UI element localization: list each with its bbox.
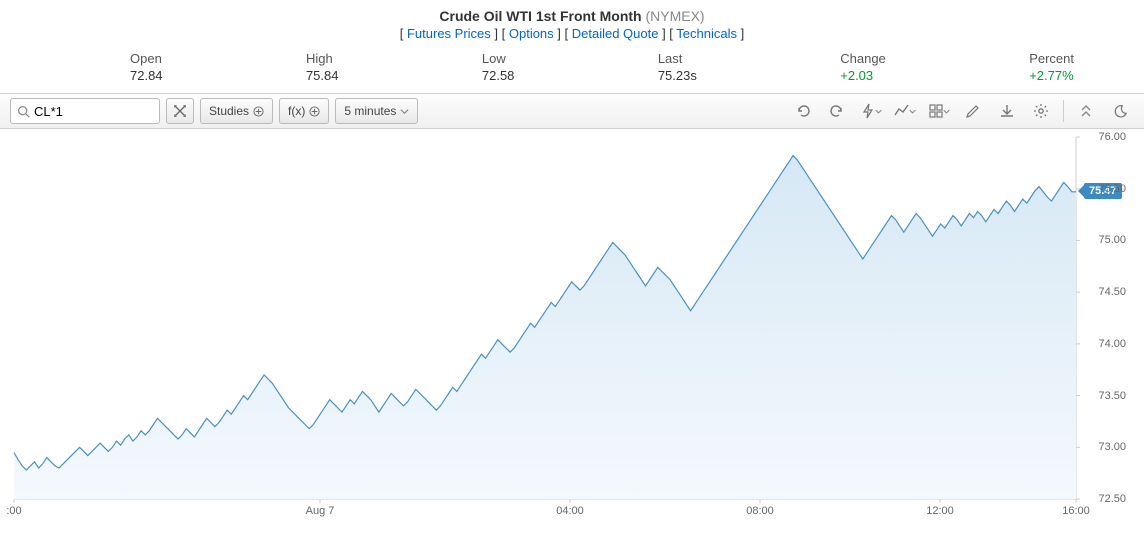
stat-value: 72.84 <box>130 68 163 83</box>
x-axis-label: 16:00 <box>1062 505 1090 517</box>
y-axis-label: 73.50 <box>1098 390 1126 402</box>
stat-value: +2.77% <box>1029 68 1073 83</box>
chevron-down-icon <box>875 108 882 115</box>
stat-low: Low 72.58 <box>482 51 515 83</box>
chevron-down-icon <box>909 108 916 115</box>
events-button[interactable] <box>857 97 885 125</box>
x-axis-label: 04:00 <box>556 505 584 517</box>
y-axis-label: 74.50 <box>1098 286 1126 298</box>
draw-button[interactable] <box>959 97 987 125</box>
stat-label: High <box>306 51 333 66</box>
chart-container[interactable]: 75.47 76.0075.5075.0074.5074.0073.5073.0… <box>0 129 1144 521</box>
x-axis-label: 08:00 <box>746 505 774 517</box>
plus-icon <box>309 106 320 117</box>
interval-label: 5 minutes <box>344 104 396 118</box>
redo-button[interactable] <box>823 97 851 125</box>
y-axis-label: 76.00 <box>1098 131 1126 143</box>
stat-label: Percent <box>1029 51 1074 66</box>
undo-icon <box>795 103 811 119</box>
gear-icon <box>1033 103 1049 119</box>
redo-icon <box>829 103 845 119</box>
stat-value: 75.23s <box>658 68 697 83</box>
download-icon <box>999 103 1015 119</box>
nav-futures-prices[interactable]: Futures Prices <box>407 26 491 41</box>
nav-links: [ Futures Prices ] [ Options ] [ Detaile… <box>0 26 1144 41</box>
layout-icon <box>928 103 944 119</box>
stat-label: Change <box>840 51 886 66</box>
stat-change: Change +2.03 <box>840 51 886 83</box>
y-axis-label: 75.50 <box>1098 183 1126 195</box>
y-axis-label: 74.00 <box>1098 338 1126 350</box>
undo-button[interactable] <box>789 97 817 125</box>
plus-icon <box>253 106 264 117</box>
stat-label: Open <box>130 51 162 66</box>
y-axis-label: 72.50 <box>1098 493 1126 505</box>
chevron-down-icon <box>943 108 950 115</box>
pencil-icon <box>965 103 981 119</box>
studies-label: Studies <box>209 104 249 118</box>
stat-open: Open 72.84 <box>130 51 163 83</box>
stat-high: High 75.84 <box>306 51 339 83</box>
moon-icon <box>1113 104 1128 119</box>
expand-button[interactable] <box>1072 97 1100 125</box>
fx-button[interactable]: f(x) <box>279 98 329 124</box>
y-axis-label: 73.00 <box>1098 441 1126 453</box>
stat-label: Low <box>482 51 506 66</box>
stat-percent: Percent +2.77% <box>1029 51 1074 83</box>
search-icon <box>17 105 30 118</box>
symbol-search[interactable] <box>10 98 160 124</box>
instrument-title: Crude Oil WTI 1st Front Month <box>439 8 641 24</box>
nav-technicals[interactable]: Technicals <box>676 26 737 41</box>
stat-value: +2.03 <box>840 68 873 83</box>
x-axis-label: Aug 7 <box>306 505 335 517</box>
exchange-label: (NYMEX) <box>645 8 704 24</box>
stats-row: Open 72.84 High 75.84 Low 72.58 Last 75.… <box>0 45 1144 93</box>
y-axis-label: 75.00 <box>1098 234 1126 246</box>
nav-options[interactable]: Options <box>509 26 554 41</box>
compare-button[interactable] <box>166 98 194 124</box>
download-button[interactable] <box>993 97 1021 125</box>
settings-button[interactable] <box>1027 97 1055 125</box>
studies-button[interactable]: Studies <box>200 98 273 124</box>
header: Crude Oil WTI 1st Front Month (NYMEX) [ … <box>0 0 1144 45</box>
price-chart <box>0 129 1144 521</box>
chart-type-icon <box>894 103 910 119</box>
compare-icon <box>173 104 187 118</box>
x-axis-label: :00 <box>6 505 21 517</box>
stat-value: 72.58 <box>482 68 515 83</box>
interval-button[interactable]: 5 minutes <box>335 98 418 124</box>
stat-label: Last <box>658 51 683 66</box>
lightning-icon <box>860 103 876 119</box>
symbol-input[interactable] <box>34 104 153 119</box>
expand-icon <box>1079 104 1093 118</box>
nav-detailed-quote[interactable]: Detailed Quote <box>572 26 659 41</box>
x-axis-label: 12:00 <box>926 505 954 517</box>
layout-button[interactable] <box>925 97 953 125</box>
chart-type-button[interactable] <box>891 97 919 125</box>
title-line: Crude Oil WTI 1st Front Month (NYMEX) <box>0 8 1144 24</box>
stat-value: 75.84 <box>306 68 339 83</box>
theme-button[interactable] <box>1106 97 1134 125</box>
stat-last: Last 75.23s <box>658 51 697 83</box>
toolbar: Studies f(x) 5 minutes <box>0 93 1144 129</box>
separator <box>1063 100 1064 122</box>
fx-label: f(x) <box>288 104 305 118</box>
chevron-down-icon <box>400 107 409 116</box>
